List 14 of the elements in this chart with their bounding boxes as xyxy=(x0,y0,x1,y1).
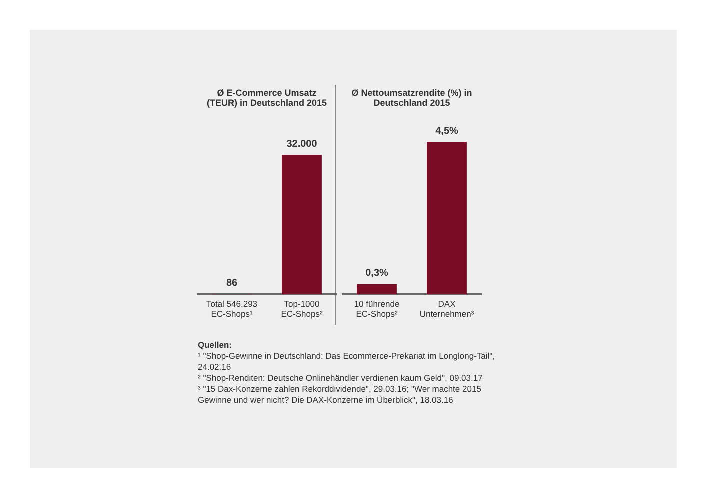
chart-title: Ø Nettoumsatzrendite (%) in Deutschland 2015 xyxy=(350,88,474,110)
x-tick-label: 10 führende EC-Shops² xyxy=(354,299,400,320)
data-label: 32.000 xyxy=(286,138,318,150)
data-label: 0,3% xyxy=(366,268,389,280)
data-label: 4,5% xyxy=(436,126,459,137)
text: ¹ "Shop-Gewinne in Deutschland: Das Ecommerce-Prekariat im Longlong-Tail", 24.02.16 xyxy=(198,351,496,373)
source-note: Quellen: xyxy=(198,340,234,351)
x-tick-label: Top-1000 EC-Shops² xyxy=(281,299,323,320)
x-tick-label: DAX Unternehmen³ xyxy=(420,299,474,320)
text: ² "Shop-Renditen: Deutsche Onlinehändler verdienen kaum Geld", 09.03.17 xyxy=(198,373,484,384)
chart-title: Ø E-Commerce Umsatz (TEUR) in Deutschland 2015 xyxy=(206,88,328,110)
data-label: 86 xyxy=(226,278,238,289)
text: ³ "15 Dax-Konzerne zahlen Rekorddividende", 29.03.16; "Wer machte 2015 Gewinne und wer nicht? Die DAX-Konzerne im Überblick", 18.03.16 xyxy=(198,384,482,406)
x-tick-label: Total 546.293 EC-Shops¹ xyxy=(206,299,258,320)
